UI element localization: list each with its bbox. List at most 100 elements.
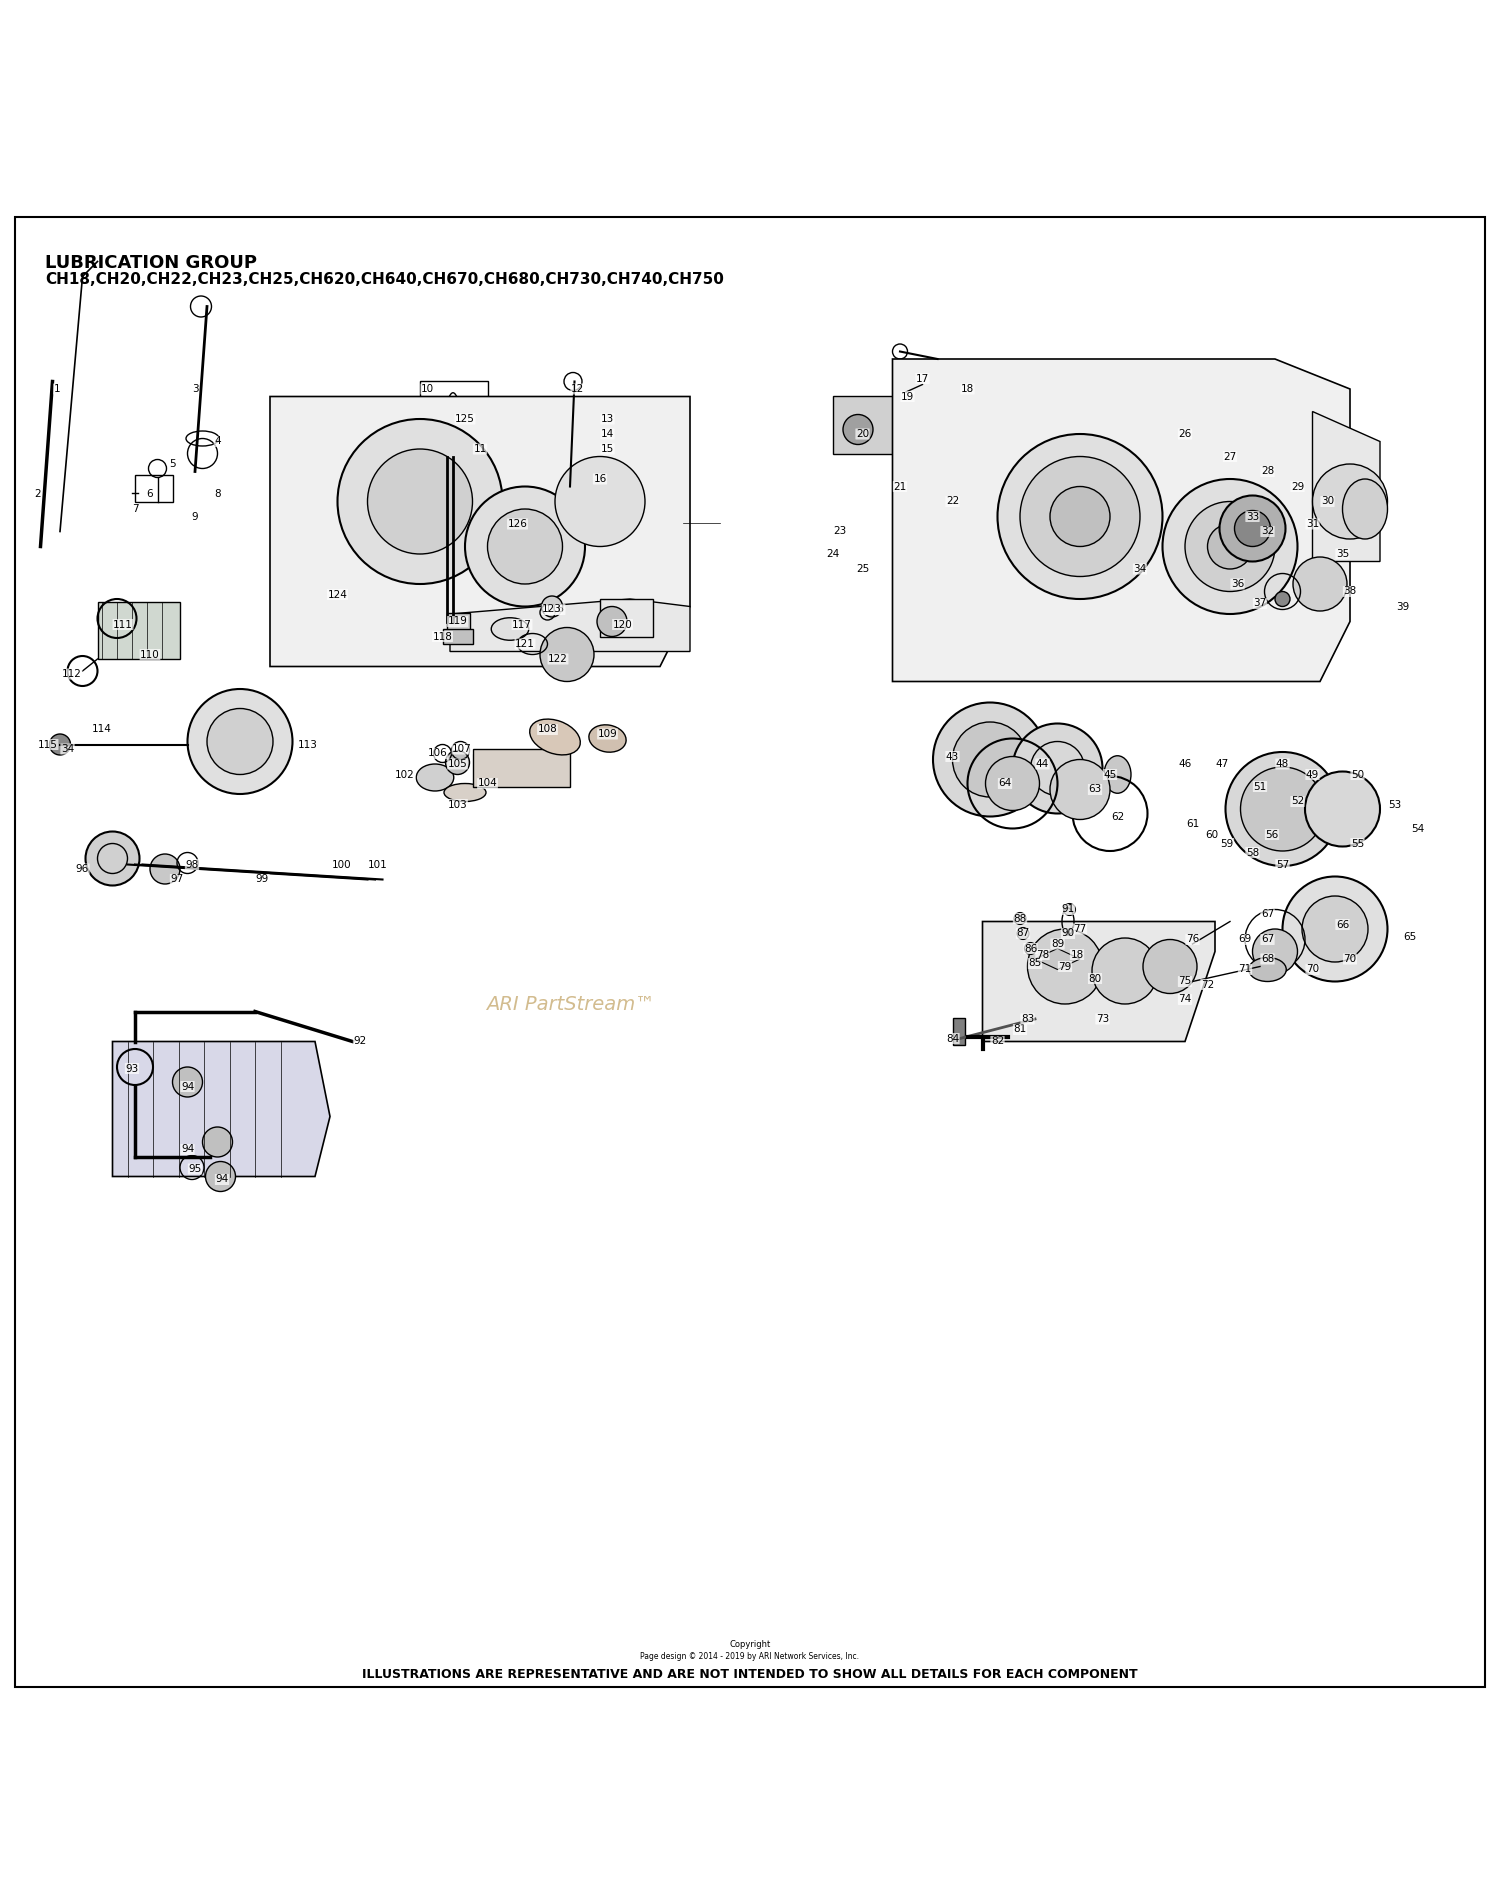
Text: 94: 94 [182,1144,194,1155]
Text: 94: 94 [216,1174,228,1184]
Text: 107: 107 [452,744,472,754]
Circle shape [542,596,562,617]
Text: 80: 80 [1089,974,1101,984]
Text: 22: 22 [946,497,958,506]
Circle shape [207,708,273,775]
Circle shape [952,721,1028,797]
Text: 37: 37 [1254,599,1266,609]
Polygon shape [270,396,690,666]
Text: 26: 26 [1179,428,1191,440]
Text: 64: 64 [999,778,1011,788]
Circle shape [540,628,594,681]
Text: 18: 18 [1071,950,1083,959]
Circle shape [843,415,873,445]
Text: 52: 52 [1292,797,1304,807]
Text: 90: 90 [1062,929,1074,938]
Text: 106: 106 [427,748,448,759]
Text: 114: 114 [92,725,112,735]
Ellipse shape [1104,755,1131,794]
Text: 36: 36 [1232,579,1244,590]
Circle shape [933,702,1047,816]
Text: 8: 8 [214,489,220,499]
Text: 25: 25 [856,563,868,575]
Text: 125: 125 [454,415,476,424]
Text: 92: 92 [354,1037,366,1047]
Text: 67: 67 [1262,910,1274,919]
Circle shape [1226,752,1340,866]
Text: 79: 79 [1059,961,1071,972]
Text: 81: 81 [1014,1024,1026,1035]
Text: 111: 111 [112,620,134,630]
Circle shape [1024,942,1036,955]
Text: 38: 38 [1344,586,1356,596]
Text: 122: 122 [548,655,568,664]
Text: 71: 71 [1239,965,1251,974]
Text: 15: 15 [602,443,613,455]
Circle shape [1014,913,1026,925]
Circle shape [150,854,180,885]
Text: 33: 33 [1246,512,1258,521]
Circle shape [1185,502,1275,592]
Text: 59: 59 [1221,839,1233,849]
Text: 60: 60 [1206,830,1218,839]
Circle shape [50,735,70,755]
Bar [447,613,470,630]
Polygon shape [112,1041,330,1176]
Bar [833,396,908,453]
Text: 85: 85 [1029,959,1041,969]
Circle shape [1050,759,1110,820]
Text: 57: 57 [1276,860,1288,870]
Bar [135,474,172,502]
Text: 39: 39 [1396,601,1408,611]
Text: 43: 43 [946,752,958,761]
Text: 126: 126 [507,520,528,529]
Text: 117: 117 [512,620,532,630]
Circle shape [1234,510,1270,546]
Circle shape [998,434,1162,599]
Text: 86: 86 [1024,944,1036,953]
Text: 88: 88 [1014,913,1026,923]
Text: 11: 11 [474,443,486,455]
Circle shape [1092,938,1158,1005]
Circle shape [172,1068,202,1096]
Text: 4: 4 [214,436,220,447]
Bar [600,599,652,636]
Text: 97: 97 [171,875,183,885]
Circle shape [206,1161,236,1191]
Circle shape [1282,877,1388,982]
Text: 7: 7 [132,504,138,514]
Text: 67: 67 [1262,934,1274,944]
Text: 74: 74 [1179,995,1191,1005]
Text: 3: 3 [192,384,198,394]
Text: 70: 70 [1344,953,1356,965]
Text: 115: 115 [38,740,58,750]
Text: 54: 54 [1412,824,1424,834]
Text: 58: 58 [1246,847,1258,858]
Text: 101: 101 [368,860,388,870]
Text: 70: 70 [1306,965,1318,974]
Polygon shape [1035,948,1080,969]
Text: 45: 45 [1104,769,1116,780]
Text: 48: 48 [1276,759,1288,769]
Text: CH18,CH20,CH22,CH23,CH25,CH620,CH640,CH670,CH680,CH730,CH740,CH750: CH18,CH20,CH22,CH23,CH25,CH620,CH640,CH6… [45,272,724,287]
Text: 49: 49 [1306,769,1318,780]
Text: 105: 105 [447,759,468,769]
Polygon shape [982,921,1215,1041]
Circle shape [555,457,645,546]
Circle shape [202,1127,232,1157]
Circle shape [1143,940,1197,993]
Text: 118: 118 [432,632,453,641]
Text: 34: 34 [62,744,74,754]
Circle shape [338,419,502,584]
Polygon shape [1312,411,1380,561]
Text: 93: 93 [126,1064,138,1073]
Circle shape [1240,767,1324,851]
Bar [952,1018,964,1045]
Text: 87: 87 [1017,929,1029,938]
Text: 47: 47 [1216,759,1228,769]
Text: 34: 34 [1134,563,1146,575]
Text: 65: 65 [1404,931,1416,942]
Text: 72: 72 [1202,980,1214,990]
Text: 1: 1 [54,384,60,394]
Circle shape [368,449,472,554]
